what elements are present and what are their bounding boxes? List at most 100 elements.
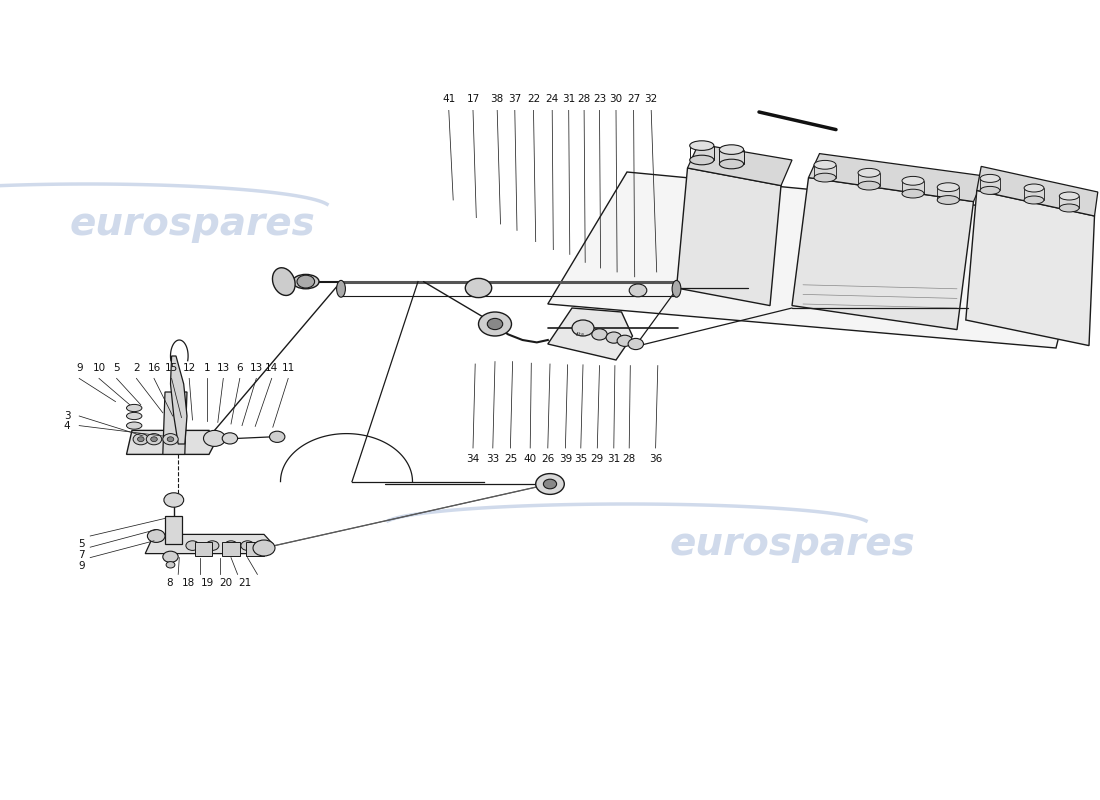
- Text: 14: 14: [265, 362, 278, 373]
- Text: 41: 41: [442, 94, 455, 104]
- Circle shape: [138, 437, 144, 442]
- Text: 34: 34: [466, 454, 480, 464]
- Ellipse shape: [126, 404, 142, 411]
- Ellipse shape: [1059, 192, 1079, 200]
- Text: eurospares: eurospares: [69, 205, 316, 243]
- Circle shape: [186, 541, 199, 550]
- Circle shape: [224, 541, 238, 550]
- Circle shape: [147, 530, 165, 542]
- Circle shape: [628, 338, 643, 350]
- Text: 13: 13: [250, 362, 263, 373]
- Circle shape: [617, 335, 632, 346]
- Circle shape: [487, 318, 503, 330]
- Text: 1: 1: [204, 362, 210, 373]
- Ellipse shape: [980, 186, 1000, 194]
- Text: 22: 22: [527, 94, 540, 104]
- Circle shape: [592, 329, 607, 340]
- Text: 26: 26: [541, 454, 554, 464]
- Ellipse shape: [814, 174, 836, 182]
- Circle shape: [606, 332, 621, 343]
- Polygon shape: [808, 154, 984, 202]
- Text: 23: 23: [593, 94, 606, 104]
- Polygon shape: [676, 168, 781, 306]
- Text: 18: 18: [182, 578, 195, 587]
- Polygon shape: [126, 430, 214, 454]
- Circle shape: [133, 434, 148, 445]
- Circle shape: [629, 284, 647, 297]
- Ellipse shape: [719, 159, 744, 169]
- Text: 9: 9: [76, 362, 82, 373]
- Circle shape: [297, 275, 315, 288]
- Text: 24: 24: [546, 94, 559, 104]
- Circle shape: [222, 433, 238, 444]
- Ellipse shape: [814, 160, 836, 169]
- Bar: [222, 542, 240, 556]
- Text: 5: 5: [113, 362, 120, 373]
- Text: 40: 40: [524, 454, 537, 464]
- Ellipse shape: [858, 168, 880, 177]
- Ellipse shape: [937, 183, 959, 192]
- Polygon shape: [163, 392, 187, 454]
- Text: 10: 10: [92, 362, 106, 373]
- Text: 25: 25: [504, 454, 517, 464]
- Ellipse shape: [1024, 196, 1044, 204]
- Text: 2: 2: [133, 362, 140, 373]
- Ellipse shape: [937, 196, 959, 204]
- Circle shape: [166, 562, 175, 568]
- Text: 3: 3: [64, 411, 70, 421]
- Circle shape: [270, 431, 285, 442]
- Ellipse shape: [126, 413, 142, 419]
- Circle shape: [253, 540, 275, 556]
- Text: 37: 37: [508, 94, 521, 104]
- Text: 39: 39: [559, 454, 572, 464]
- Ellipse shape: [1024, 184, 1044, 192]
- Circle shape: [164, 493, 184, 507]
- Text: 35: 35: [574, 454, 587, 464]
- Text: 20: 20: [219, 578, 232, 587]
- Text: 31: 31: [607, 454, 620, 464]
- Polygon shape: [977, 166, 1098, 216]
- Ellipse shape: [902, 176, 924, 185]
- Text: 28: 28: [623, 454, 636, 464]
- Circle shape: [167, 437, 174, 442]
- Text: 27: 27: [627, 94, 640, 104]
- Text: 6: 6: [236, 362, 243, 373]
- Text: 5: 5: [78, 539, 85, 549]
- Circle shape: [543, 479, 557, 489]
- Text: 8: 8: [166, 578, 173, 587]
- Polygon shape: [165, 516, 182, 544]
- Polygon shape: [792, 178, 974, 330]
- Ellipse shape: [980, 174, 1000, 182]
- Circle shape: [204, 430, 226, 446]
- Circle shape: [151, 437, 157, 442]
- Text: 4: 4: [64, 421, 70, 430]
- Text: 33: 33: [486, 454, 499, 464]
- Ellipse shape: [902, 190, 924, 198]
- Text: 16: 16: [147, 362, 161, 373]
- Ellipse shape: [719, 145, 744, 154]
- Ellipse shape: [858, 182, 880, 190]
- Ellipse shape: [273, 268, 295, 295]
- Text: 13: 13: [217, 362, 230, 373]
- Circle shape: [163, 551, 178, 562]
- Circle shape: [572, 320, 594, 336]
- Polygon shape: [548, 172, 1089, 348]
- Text: eurospares: eurospares: [669, 525, 915, 563]
- Ellipse shape: [690, 141, 714, 150]
- Text: 32: 32: [645, 94, 658, 104]
- Text: 15: 15: [165, 362, 178, 373]
- Circle shape: [536, 474, 564, 494]
- Polygon shape: [548, 308, 632, 360]
- Text: 21: 21: [239, 578, 252, 587]
- Text: 30: 30: [609, 94, 623, 104]
- Polygon shape: [170, 356, 187, 444]
- Text: 9: 9: [78, 561, 85, 571]
- Text: 7: 7: [78, 550, 85, 560]
- Circle shape: [478, 312, 512, 336]
- Ellipse shape: [672, 280, 681, 298]
- Text: fita: fita: [575, 332, 584, 337]
- Circle shape: [241, 541, 254, 550]
- Text: 29: 29: [591, 454, 604, 464]
- Text: 28: 28: [578, 94, 591, 104]
- Text: 38: 38: [491, 94, 504, 104]
